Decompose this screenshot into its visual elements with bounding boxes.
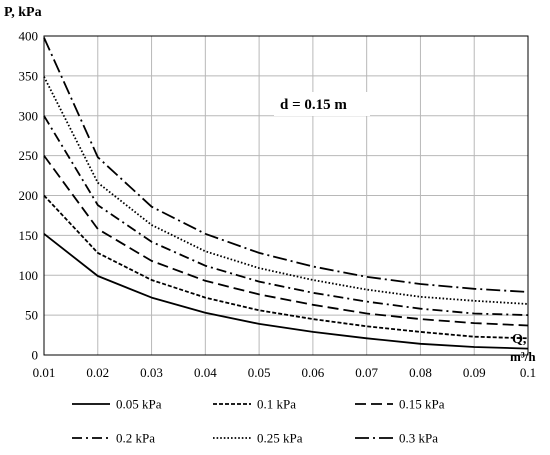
grid: [43, 35, 529, 356]
series-line-0: [43, 233, 529, 350]
legend-label-4: 0.25 kPa: [257, 431, 303, 446]
legend-label-2: 0.15 kPa: [399, 397, 445, 412]
legend-label-1: 0.1 kPa: [257, 397, 296, 412]
annotation-label: d = 0.15 m: [280, 97, 347, 113]
series-line-2: [43, 155, 529, 327]
y-tick-label: 200: [19, 188, 39, 203]
y-tick-label: 400: [19, 29, 39, 44]
y-tick-label: 50: [25, 308, 38, 323]
y-tick-label: 350: [19, 68, 39, 83]
y-tick-label: 150: [19, 228, 39, 243]
x-axis-label: Q,: [512, 332, 526, 347]
y-tick-label: 250: [19, 148, 39, 163]
x-tick-label: 0.08: [409, 365, 432, 380]
series-line-1: [43, 194, 529, 340]
x-tick-label: 0.07: [355, 365, 378, 380]
x-tick-label: 0.06: [302, 365, 325, 380]
annotation-box: [274, 92, 370, 116]
x-tick-label: 0.1: [520, 365, 536, 380]
legend-label-0: 0.05 kPa: [116, 397, 162, 412]
y-tick-label: 0: [32, 348, 39, 363]
y-axis-label: P, kPa: [4, 5, 42, 20]
legend-label-5: 0.3 kPa: [399, 431, 438, 446]
x-axis: 0.01 0.02 0.03 0.04 0.05 0.06 0.07 0.08 0.09 0.1: [33, 365, 537, 380]
series-line-4: [43, 76, 529, 305]
series-lines: [43, 37, 529, 350]
y-tick-label: 300: [19, 108, 39, 123]
series-line-5: [43, 37, 529, 293]
legend-label-3: 0.2 kPa: [116, 431, 155, 446]
y-axis: 0 50 100 150 200 250 300 350 400: [19, 29, 39, 363]
x-tick-label: 0.04: [194, 365, 217, 380]
x-tick-label: 0.05: [248, 365, 271, 380]
x-tick-label: 0.02: [86, 365, 109, 380]
x-axis-label-unit: m³/h: [510, 349, 536, 364]
legend: 0.05 kPa 0.1 kPa 0.15 kPa 0.2 kPa 0.25 kPa 0.…: [72, 397, 445, 446]
x-tick-label: 0.09: [463, 365, 486, 380]
x-tick-label: 0.01: [33, 365, 56, 380]
x-tick-label: 0.03: [140, 365, 163, 380]
series-line-3: [43, 115, 529, 316]
y-tick-label: 100: [19, 268, 39, 283]
